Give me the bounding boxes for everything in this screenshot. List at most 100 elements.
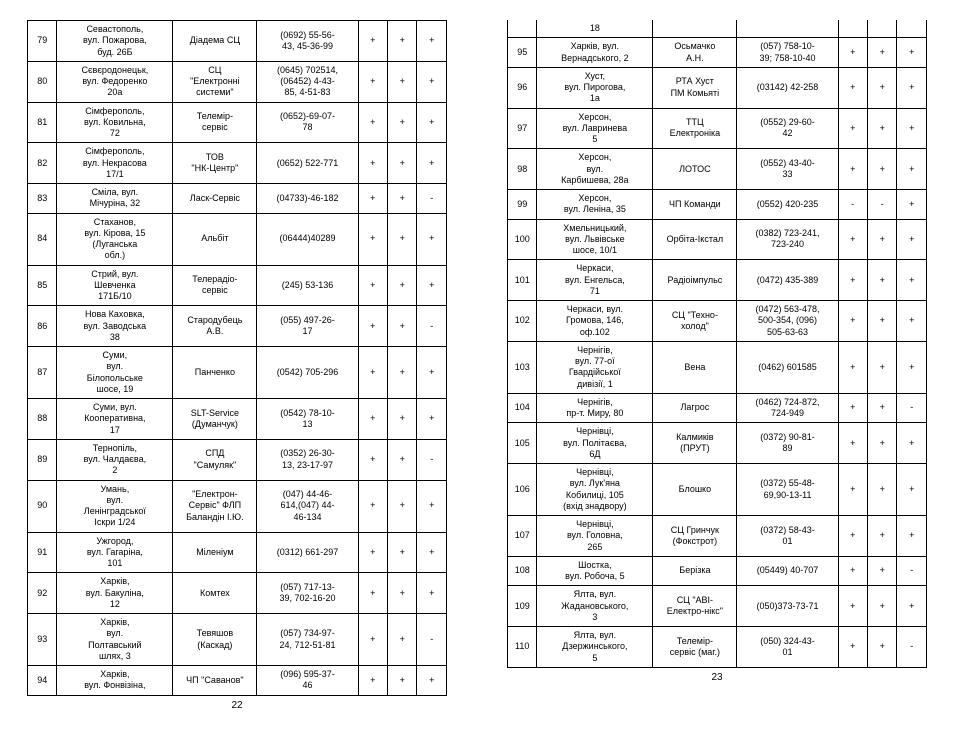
- cell-addr: Ялта, вул.Жадановського,3: [537, 586, 653, 627]
- cell-f3: -: [897, 393, 927, 423]
- table-row: 86Нова Каховка,вул. Заводська38Стародубе…: [28, 306, 447, 347]
- cell-f1: +: [838, 38, 867, 68]
- cell-f2: [868, 20, 897, 38]
- cell-f2: +: [388, 143, 417, 184]
- cell-n: 104: [508, 393, 537, 423]
- cell-phone: (057) 734-97-24, 712-51-81: [257, 614, 358, 666]
- cell-addr: Умань,вул.ЛенінградськоїІскри 1/24: [57, 480, 173, 532]
- cell-addr: Харків,вул.Полтавськийшлях, 3: [57, 614, 173, 666]
- cell-addr: Чернігів,вул. 77-оїГвардійськоїдивізії, …: [537, 341, 653, 393]
- cell-n: 82: [28, 143, 57, 184]
- cell-addr: Чернігів,пр-т. Миру, 80: [537, 393, 653, 423]
- cell-n: 100: [508, 219, 537, 260]
- cell-n: 81: [28, 102, 57, 143]
- cell-f2: +: [868, 423, 897, 464]
- cell-f2: -: [868, 190, 897, 220]
- cell-addr: Черкаси, вул.Громова, 146,оф.102: [537, 301, 653, 342]
- table-row: 107Чернівці,вул. Головна,265СЦ Гринчук(Ф…: [508, 516, 927, 557]
- cell-f3: +: [417, 666, 447, 696]
- cell-f1: [838, 20, 867, 38]
- cell-phone: (047) 44-46-614,(047) 44-46-134: [257, 480, 358, 532]
- cell-f3: +: [417, 399, 447, 440]
- cell-n: [508, 20, 537, 38]
- cell-name: ЛОТОС: [653, 149, 737, 190]
- cell-phone: (0552) 420-235: [737, 190, 838, 220]
- cell-name: ОсьмачкоА.Н.: [653, 38, 737, 68]
- cell-f2: +: [388, 439, 417, 480]
- cell-name: Телемір-сервіс: [173, 102, 257, 143]
- cell-addr: Сміла, вул.Мічуріна, 32: [57, 184, 173, 214]
- page-number-right: 23: [507, 672, 927, 683]
- cell-f2: +: [868, 341, 897, 393]
- cell-name: ЧП Команди: [653, 190, 737, 220]
- cell-f2: +: [868, 393, 897, 423]
- table-row: 109Ялта, вул.Жадановського,3СЦ "АВІ-Елек…: [508, 586, 927, 627]
- cell-phone: (0372) 58-43-01: [737, 516, 838, 557]
- cell-n: 90: [28, 480, 57, 532]
- table-row: 103Чернігів,вул. 77-оїГвардійськоїдивізі…: [508, 341, 927, 393]
- cell-phone: (057) 717-13-39, 702-16-20: [257, 573, 358, 614]
- cell-addr: Тернопіль,вул. Чалдаєва,2: [57, 439, 173, 480]
- table-row: 91Ужгород,вул. Гагаріна,101Міленіум(0312…: [28, 532, 447, 573]
- cell-name: Альбіт: [173, 213, 257, 265]
- cell-f3: +: [897, 108, 927, 149]
- cell-name: СПД"Самуляк": [173, 439, 257, 480]
- cell-f3: +: [897, 423, 927, 464]
- cell-phone: (057) 758-10-39; 758-10-40: [737, 38, 838, 68]
- cell-f2: +: [868, 556, 897, 586]
- cell-f1: +: [838, 627, 867, 668]
- table-row: 102Черкаси, вул.Громова, 146,оф.102СЦ "Т…: [508, 301, 927, 342]
- table-row: 106Чернівці,вул. Лук'янаКобилиці, 105(вх…: [508, 464, 927, 516]
- cell-addr: Стрий, вул.Шевченка171Б/10: [57, 265, 173, 306]
- cell-f1: +: [358, 532, 387, 573]
- cell-f3: -: [897, 627, 927, 668]
- cell-name: Діадема СЦ: [173, 21, 257, 62]
- cell-name: СЦ "АВІ-Електро-нікс": [653, 586, 737, 627]
- cell-f3: +: [897, 301, 927, 342]
- cell-n: 106: [508, 464, 537, 516]
- table-row-continuation: 18: [508, 20, 927, 38]
- cell-f1: +: [838, 149, 867, 190]
- cell-f2: +: [868, 627, 897, 668]
- cell-f2: +: [868, 301, 897, 342]
- cell-phone: (0552) 29-60-42: [737, 108, 838, 149]
- cell-phone: (0352) 26-30-13, 23-17-97: [257, 439, 358, 480]
- cell-n: 107: [508, 516, 537, 557]
- cell-f1: +: [838, 393, 867, 423]
- cell-phone: (0312) 661-297: [257, 532, 358, 573]
- cell-f1: -: [838, 190, 867, 220]
- cell-name: Комтех: [173, 573, 257, 614]
- cell-f1: +: [358, 143, 387, 184]
- cell-f1: +: [358, 306, 387, 347]
- cell-phone: [737, 20, 838, 38]
- cell-name: SLT-Service(Думанчук): [173, 399, 257, 440]
- cell-f1: +: [358, 213, 387, 265]
- table-row: 96Хуст,вул. Пирогова,1aРТА ХустПМ Комьят…: [508, 67, 927, 108]
- cell-f2: +: [388, 306, 417, 347]
- cell-f2: +: [868, 149, 897, 190]
- cell-phone: (0372) 55-48-69,90-13-11: [737, 464, 838, 516]
- table-row: 80Сєвєродонецьк,вул. Федоренко20аСЦ"Елек…: [28, 61, 447, 102]
- cell-f2: +: [388, 573, 417, 614]
- cell-f3: +: [417, 213, 447, 265]
- table-row: 101Черкаси,вул. Енгельса,71Радіоімпульс(…: [508, 260, 927, 301]
- cell-phone: (0552) 43-40-33: [737, 149, 838, 190]
- cell-f2: +: [868, 219, 897, 260]
- table-row: 99Херсон,вул. Леніна, 35ЧП Команди(0552)…: [508, 190, 927, 220]
- cell-n: 97: [508, 108, 537, 149]
- cell-name: Панченко: [173, 347, 257, 399]
- cell-f3: +: [897, 67, 927, 108]
- cell-phone: (0382) 723-241,723-240: [737, 219, 838, 260]
- cell-f1: +: [358, 573, 387, 614]
- table-left: 79Севастополь,вул. Пожарова,буд. 26БДіад…: [27, 20, 447, 696]
- cell-n: 98: [508, 149, 537, 190]
- cell-f3: -: [897, 556, 927, 586]
- cell-f1: +: [838, 219, 867, 260]
- table-row: 92Харків,вул. Бакуліна,12Комтех(057) 717…: [28, 573, 447, 614]
- cell-name: Орбіта-Ікстал: [653, 219, 737, 260]
- table-row: 104Чернігів,пр-т. Миру, 80Лагрос(0462) 7…: [508, 393, 927, 423]
- cell-addr: Сімферополь,вул. Некрасова17/1: [57, 143, 173, 184]
- cell-f3: -: [417, 439, 447, 480]
- cell-n: 95: [508, 38, 537, 68]
- cell-phone: (04733)-46-182: [257, 184, 358, 214]
